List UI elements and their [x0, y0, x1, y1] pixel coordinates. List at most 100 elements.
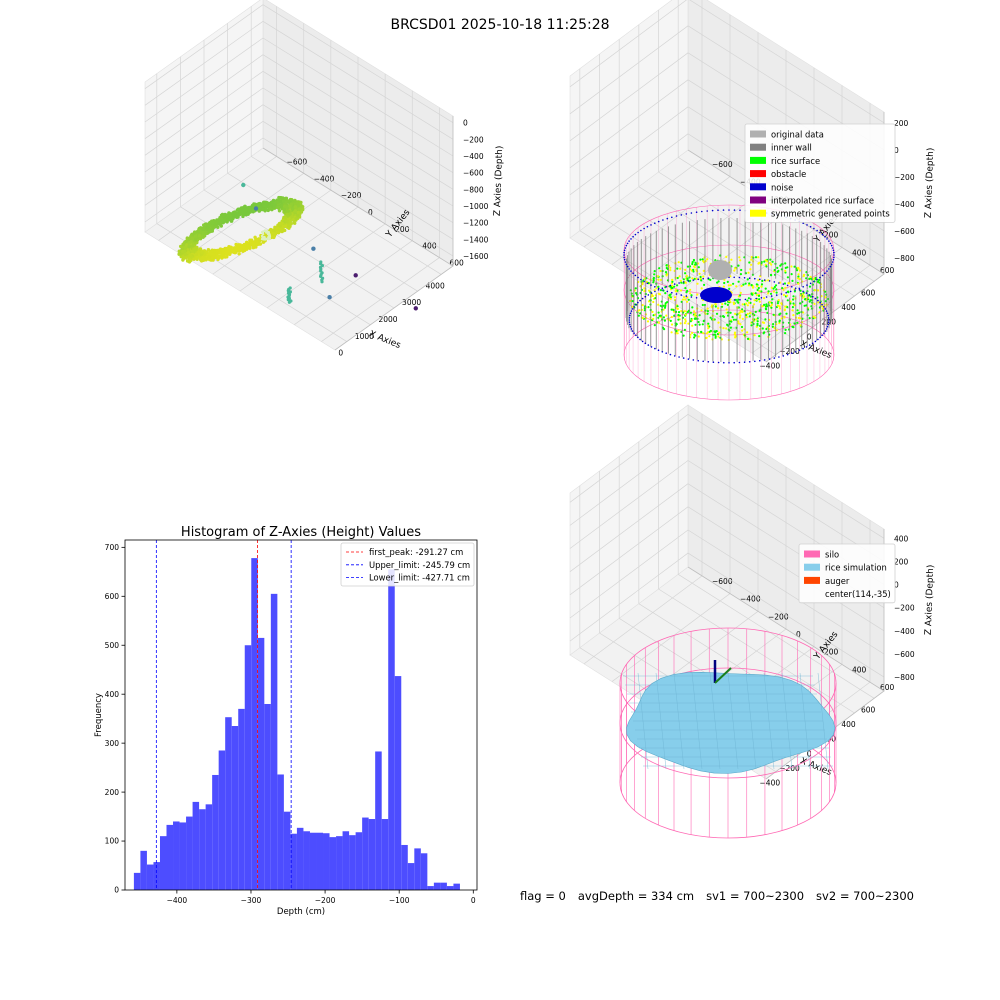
legend-swatch — [750, 183, 766, 191]
y-tick-label: 200 — [824, 648, 839, 657]
legend-swatch — [750, 130, 766, 138]
histogram-bar — [257, 637, 265, 890]
histogram-bar — [186, 816, 193, 890]
histogram-bar — [296, 827, 304, 890]
z-tick-label: 0 — [894, 581, 899, 590]
legend-swatch — [804, 576, 820, 584]
y-axis-label: Frequency — [94, 693, 104, 737]
y-tick-label: 100 — [105, 837, 120, 846]
x-tick-label: 400 — [841, 303, 856, 312]
histogram-bar — [173, 821, 180, 890]
y-tick-label: 600 — [880, 266, 895, 275]
y-tick-label: 400 — [852, 665, 867, 674]
sv1-text: sv1 = 700~2300 — [706, 889, 805, 903]
y-tick-label: 400 — [105, 690, 120, 699]
noise-cluster — [700, 287, 732, 303]
simulation-plot: 3D simulation of Silo Interior−400−20002… — [569, 404, 936, 839]
histogram-bar — [290, 833, 297, 890]
y-tick-label: 200 — [105, 788, 120, 797]
histogram-bar — [309, 832, 317, 890]
outlier-point — [353, 273, 358, 278]
histogram-bar — [355, 832, 363, 890]
x-tick-label: −100 — [389, 896, 410, 905]
status-footer: flag = 0 avgDepth = 334 cm sv1 = 700~2300 s… — [520, 889, 926, 903]
y-tick-label: 0 — [114, 886, 119, 895]
y-tick-label: −400 — [740, 595, 761, 604]
legend-swatch — [804, 563, 820, 571]
classify-plot: 3D classify of Silo Interior−400−2000200… — [569, 0, 936, 401]
x-axis-label: X Axies — [367, 329, 402, 351]
legend-swatch — [750, 156, 766, 164]
auger-original-data — [708, 260, 732, 280]
y-tick-label: 300 — [105, 739, 120, 748]
x-tick-label: 0 — [807, 332, 812, 341]
histogram-bar — [375, 751, 382, 890]
histogram-bar — [303, 831, 310, 890]
legend-label: Upper_limit: -245.79 cm — [369, 560, 470, 570]
histogram-bar — [146, 864, 154, 890]
z-tick-label: −1600 — [463, 252, 489, 261]
z-tick-label: 400 — [894, 534, 909, 543]
x-tick-label: −400 — [167, 896, 188, 905]
outlier-point — [311, 246, 316, 251]
z-tick-label: −400 — [894, 200, 915, 209]
z-tick-label: −1000 — [463, 202, 489, 211]
histogram-plot: Histogram of Z-Axies (Height) Values −400… — [94, 525, 478, 917]
y-tick-label: 600 — [449, 259, 464, 268]
histogram-bar — [349, 835, 356, 890]
z-axis-label: Z Axies (Depth) — [924, 148, 936, 219]
legend-swatch — [750, 170, 766, 178]
histogram-bar — [283, 811, 291, 890]
histogram-bar — [140, 850, 147, 890]
y-tick-label: 400 — [422, 242, 437, 251]
z-tick-label: −600 — [894, 227, 915, 236]
x-tick-label: 0 — [471, 896, 476, 905]
z-tick-label: 0 — [894, 146, 899, 155]
histogram-bar — [388, 569, 395, 890]
histogram-bar — [212, 774, 219, 890]
histogram-bar — [192, 801, 200, 890]
legend-label: symmetric generated points — [771, 209, 890, 219]
legend-label: rice simulation — [825, 563, 887, 573]
y-tick-label: −600 — [287, 157, 308, 166]
z-tick-label: −600 — [463, 169, 484, 178]
y-tick-label: 400 — [852, 248, 867, 257]
x-axis-label: X Axies — [798, 756, 833, 778]
z-tick-label: −1400 — [463, 235, 489, 244]
z-tick-label: −200 — [463, 135, 484, 144]
legend-swatch — [750, 196, 766, 204]
y-tick-label: −200 — [341, 191, 362, 200]
z-tick-label: −1200 — [463, 219, 489, 228]
histogram-bar — [368, 819, 376, 890]
legend-swatch — [750, 143, 766, 151]
legend-box — [744, 123, 896, 223]
x-tick-label: 3000 — [402, 298, 421, 307]
histogram-bar — [166, 824, 174, 890]
y-tick-label: −600 — [712, 160, 733, 169]
histogram-bar — [205, 804, 213, 890]
silo-ring — [619, 667, 837, 779]
histogram-bar — [433, 882, 441, 890]
x-axis-label: Depth (cm) — [277, 907, 325, 917]
z-tick-label: −600 — [894, 650, 915, 659]
y-tick-label: 200 — [395, 225, 410, 234]
y-tick-label: 0 — [796, 630, 801, 639]
z-tick-label: −400 — [463, 152, 484, 161]
legend-label: interpolated rice surface — [771, 196, 874, 206]
x-tick-label: 0 — [807, 749, 812, 758]
histogram-bar — [329, 837, 337, 890]
histogram-bar — [323, 833, 330, 890]
x-tick-label: −300 — [241, 896, 262, 905]
histogram-bar — [277, 774, 284, 890]
histogram-bar — [199, 809, 206, 890]
histogram-bar — [407, 863, 415, 890]
histogram-bar — [218, 750, 226, 890]
center-axis — [714, 667, 732, 684]
x-tick-label: 1000 — [355, 332, 374, 341]
sv2-text: sv2 = 700~2300 — [816, 889, 914, 903]
histogram-bar — [440, 882, 447, 890]
legend-swatch — [804, 550, 820, 558]
legend-label: original data — [771, 130, 824, 140]
x-tick-label: 400 — [841, 720, 856, 729]
